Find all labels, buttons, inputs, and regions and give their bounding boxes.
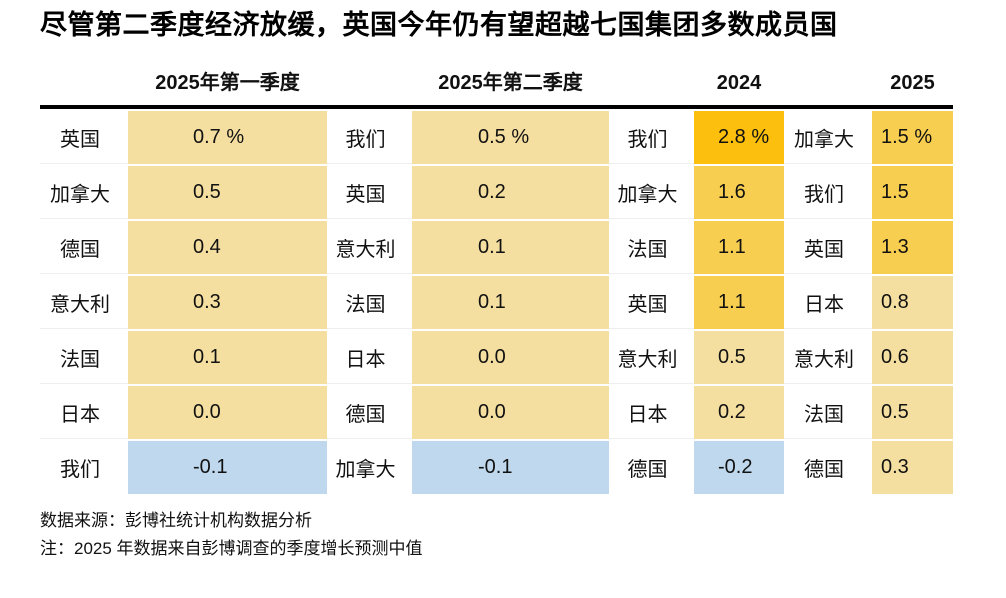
country-label: 我们: [40, 441, 128, 494]
country-label: 法国: [784, 386, 872, 439]
value-cell: 0.0: [412, 386, 609, 439]
country-label: 我们: [609, 111, 694, 164]
value-cell: 0.2: [694, 386, 784, 439]
country-label: 日本: [784, 276, 872, 329]
value-cell: 1.1: [694, 276, 784, 329]
value-cell: 1.5: [872, 166, 953, 219]
column-header-q1-2025: 2025年第一季度: [155, 72, 300, 94]
country-label: 意大利: [784, 331, 872, 384]
value-cell: -0.1: [128, 441, 327, 494]
country-label: 德国: [609, 441, 694, 494]
value-cell: 2.8 %: [694, 111, 784, 164]
country-label: 日本: [40, 386, 128, 439]
country-label: 加拿大: [40, 166, 128, 219]
country-label: 法国: [327, 276, 412, 329]
value-cell: 1.5 %: [872, 111, 953, 164]
page-title: 尽管第二季度经济放缓，英国今年仍有望超越七国集团多数成员国: [40, 10, 838, 40]
country-label: 加拿大: [327, 441, 412, 494]
value-cell: 0.3: [872, 441, 953, 494]
value-cell: 1.6: [694, 166, 784, 219]
table-header-row: 2025年第一季度 2025年第二季度 2024 2025: [40, 66, 953, 109]
table-body: 英国 0.7 % 我们 0.5 % 我们 2.8 % 加拿大 1.5 % 加拿大…: [40, 111, 953, 494]
value-cell: 0.5: [128, 166, 327, 219]
country-label: 德国: [784, 441, 872, 494]
value-cell: 0.4: [128, 221, 327, 274]
value-cell: 0.8: [872, 276, 953, 329]
country-label: 德国: [40, 221, 128, 274]
country-label: 我们: [327, 111, 412, 164]
value-cell: 0.6: [872, 331, 953, 384]
country-label: 意大利: [327, 221, 412, 274]
chart-footer: 数据来源：彭博社统计机构数据分析 注：2025 年数据来自彭博调查的季度增长预测…: [40, 507, 953, 563]
methodology-note: 注：2025 年数据来自彭博调查的季度增长预测中值: [40, 539, 423, 558]
value-cell: 0.1: [412, 276, 609, 329]
country-label: 英国: [784, 221, 872, 274]
value-cell: -0.1: [412, 441, 609, 494]
value-cell: 0.0: [128, 386, 327, 439]
country-label: 法国: [609, 221, 694, 274]
value-cell: 1.1: [694, 221, 784, 274]
country-label: 法国: [40, 331, 128, 384]
value-cell: 0.5: [872, 386, 953, 439]
value-cell: 0.1: [412, 221, 609, 274]
country-label: 德国: [327, 386, 412, 439]
column-header-2024: 2024: [716, 72, 762, 94]
growth-table: 2025年第一季度 2025年第二季度 2024 2025 英国 0.7 % 我…: [40, 66, 953, 494]
country-label: 加拿大: [609, 166, 694, 219]
country-label: 加拿大: [784, 111, 872, 164]
data-source-note: 数据来源：彭博社统计机构数据分析: [40, 511, 312, 530]
value-cell: 1.3: [872, 221, 953, 274]
value-cell: 0.5 %: [412, 111, 609, 164]
value-cell: 0.3: [128, 276, 327, 329]
country-label: 英国: [609, 276, 694, 329]
value-cell: -0.2: [694, 441, 784, 494]
country-label: 英国: [327, 166, 412, 219]
value-cell: 0.0: [412, 331, 609, 384]
value-cell: 0.5: [694, 331, 784, 384]
country-label: 意大利: [609, 331, 694, 384]
country-label: 日本: [327, 331, 412, 384]
country-label: 英国: [40, 111, 128, 164]
country-label: 日本: [609, 386, 694, 439]
value-cell: 0.7 %: [128, 111, 327, 164]
value-cell: 0.2: [412, 166, 609, 219]
column-header-q2-2025: 2025年第二季度: [438, 72, 583, 94]
country-label: 意大利: [40, 276, 128, 329]
column-header-2025: 2025: [890, 72, 935, 94]
value-cell: 0.1: [128, 331, 327, 384]
country-label: 我们: [784, 166, 872, 219]
